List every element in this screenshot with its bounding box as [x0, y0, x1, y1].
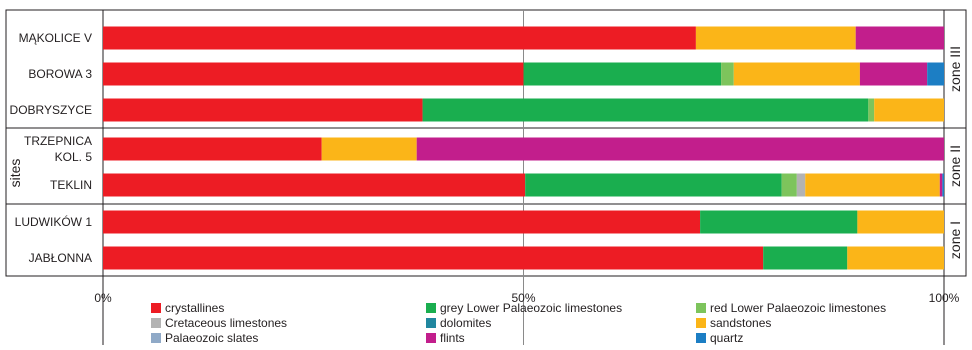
- legend-swatch-sandstones: [696, 318, 706, 328]
- legend-label-dolomites: dolomites: [440, 316, 491, 330]
- bar-borowa-3-flints: [859, 62, 928, 86]
- legend-swatch-cretaceous-limestones: [151, 318, 161, 328]
- bar-jab-onna-sandstones: [847, 246, 944, 270]
- bar-dobryszyce-red-lower-palaeozoic-limestones: [868, 98, 875, 122]
- bar-teklin-quartz: [942, 173, 944, 197]
- bar-trzepnica-kol-5-crystallines: [103, 137, 322, 161]
- bar-borowa-3-quartz: [927, 62, 944, 86]
- bar-borowa-3-grey-lower-palaeozoic-limestones: [523, 62, 722, 86]
- bar-ludwikow-1-crystallines: [103, 210, 701, 234]
- bar-borowa-3-crystallines: [103, 62, 524, 86]
- site-label-trzepnica-kol-5-line-1: TRZEPNICA: [24, 134, 92, 148]
- zone-label-zone-iii: zone III: [947, 46, 963, 92]
- bar-teklin-sandstones: [805, 173, 940, 197]
- bar-trzepnica-kol-5-flints: [416, 137, 944, 161]
- x-tick-label: 50%: [511, 291, 535, 305]
- bar-ludwikow-1-sandstones: [857, 210, 944, 234]
- bar-teklin-grey-lower-palaeozoic-limestones: [525, 173, 782, 197]
- bar-dobryszyce-crystallines: [103, 98, 423, 122]
- site-label-trzepnica-kol-5-line-2: KOL. 5: [55, 150, 93, 164]
- legend-label-sandstones: sandstones: [710, 316, 771, 330]
- zone-labels: zone III zone II zone I: [947, 46, 963, 259]
- legend-swatch-flints: [426, 333, 436, 343]
- bar-makolice-v-flints: [855, 26, 944, 50]
- bar-makolice-v-crystallines: [103, 26, 696, 50]
- legend-swatch-red-lower-palaeozoic-limestones: [696, 303, 706, 313]
- bar-teklin-flints: [939, 173, 943, 197]
- site-label-dobryszyce: DOBRYSZYCE: [10, 103, 92, 117]
- zone-label-zone-i: zone I: [947, 221, 963, 259]
- bar-teklin-crystallines: [103, 173, 526, 197]
- legend-swatch-quartz: [696, 333, 706, 343]
- x-tick-label: 0%: [94, 291, 112, 305]
- legend-swatch-grey-lower-palaeozoic-limestones: [426, 303, 436, 313]
- bar-teklin-cretaceous-limestones: [796, 173, 806, 197]
- legend-label-quartz: quartz: [710, 331, 743, 345]
- x-tick-label: 100%: [929, 291, 960, 305]
- chart-frame: [5, 9, 967, 345]
- bar-borowa-3-red-lower-palaeozoic-limestones: [721, 62, 734, 86]
- legend-label-flints: flints: [440, 331, 465, 345]
- site-label-makolice-v: MĄKOLICE V: [19, 31, 92, 45]
- bar-teklin-red-lower-palaeozoic-limestones: [781, 173, 797, 197]
- legend-label-palaeozoic-slates: Palaeozoic slates: [165, 331, 258, 345]
- bar-ludwikow-1-grey-lower-palaeozoic-limestones: [700, 210, 858, 234]
- bars: [103, 26, 944, 270]
- bar-dobryszyce-grey-lower-palaeozoic-limestones: [422, 98, 869, 122]
- legend-label-cretaceous-limestones: Cretaceous limestones: [165, 316, 287, 330]
- bar-makolice-v-sandstones: [695, 26, 856, 50]
- site-label-ludwikow-1: LUDWIKÓW 1: [15, 214, 93, 229]
- legend-label-grey-lower-palaeozoic-limestones: grey Lower Palaeozoic limestones: [440, 301, 622, 315]
- site-label-borowa-3: BOROWA 3: [28, 67, 92, 81]
- site-label-jab-onna: JABŁONNA: [29, 251, 92, 265]
- legend-swatch-dolomites: [426, 318, 436, 328]
- bar-jab-onna-crystallines: [103, 246, 764, 270]
- site-label-teklin: TEKLIN: [50, 178, 92, 192]
- legend-label-crystallines: crystallines: [165, 301, 224, 315]
- legend-label-red-lower-palaeozoic-limestones: red Lower Palaeozoic limestones: [710, 301, 886, 315]
- legend: crystallines grey Lower Palaeozoic limest…: [151, 301, 886, 345]
- bar-jab-onna-grey-lower-palaeozoic-limestones: [763, 246, 848, 270]
- bar-dobryszyce-sandstones: [874, 98, 944, 122]
- y-axis-title: sites: [7, 159, 23, 188]
- legend-swatch-palaeozoic-slates: [151, 333, 161, 343]
- bar-trzepnica-kol-5-sandstones: [321, 137, 417, 161]
- legend-swatch-crystallines: [151, 303, 161, 313]
- zone-label-zone-ii: zone II: [947, 145, 963, 187]
- site-labels: MĄKOLICE V BOROWA 3 DOBRYSZYCE TRZEPNICA KOL…: [10, 31, 93, 265]
- bar-borowa-3-sandstones: [733, 62, 860, 86]
- x-tick-labels: 0% 50% 100%: [94, 291, 959, 305]
